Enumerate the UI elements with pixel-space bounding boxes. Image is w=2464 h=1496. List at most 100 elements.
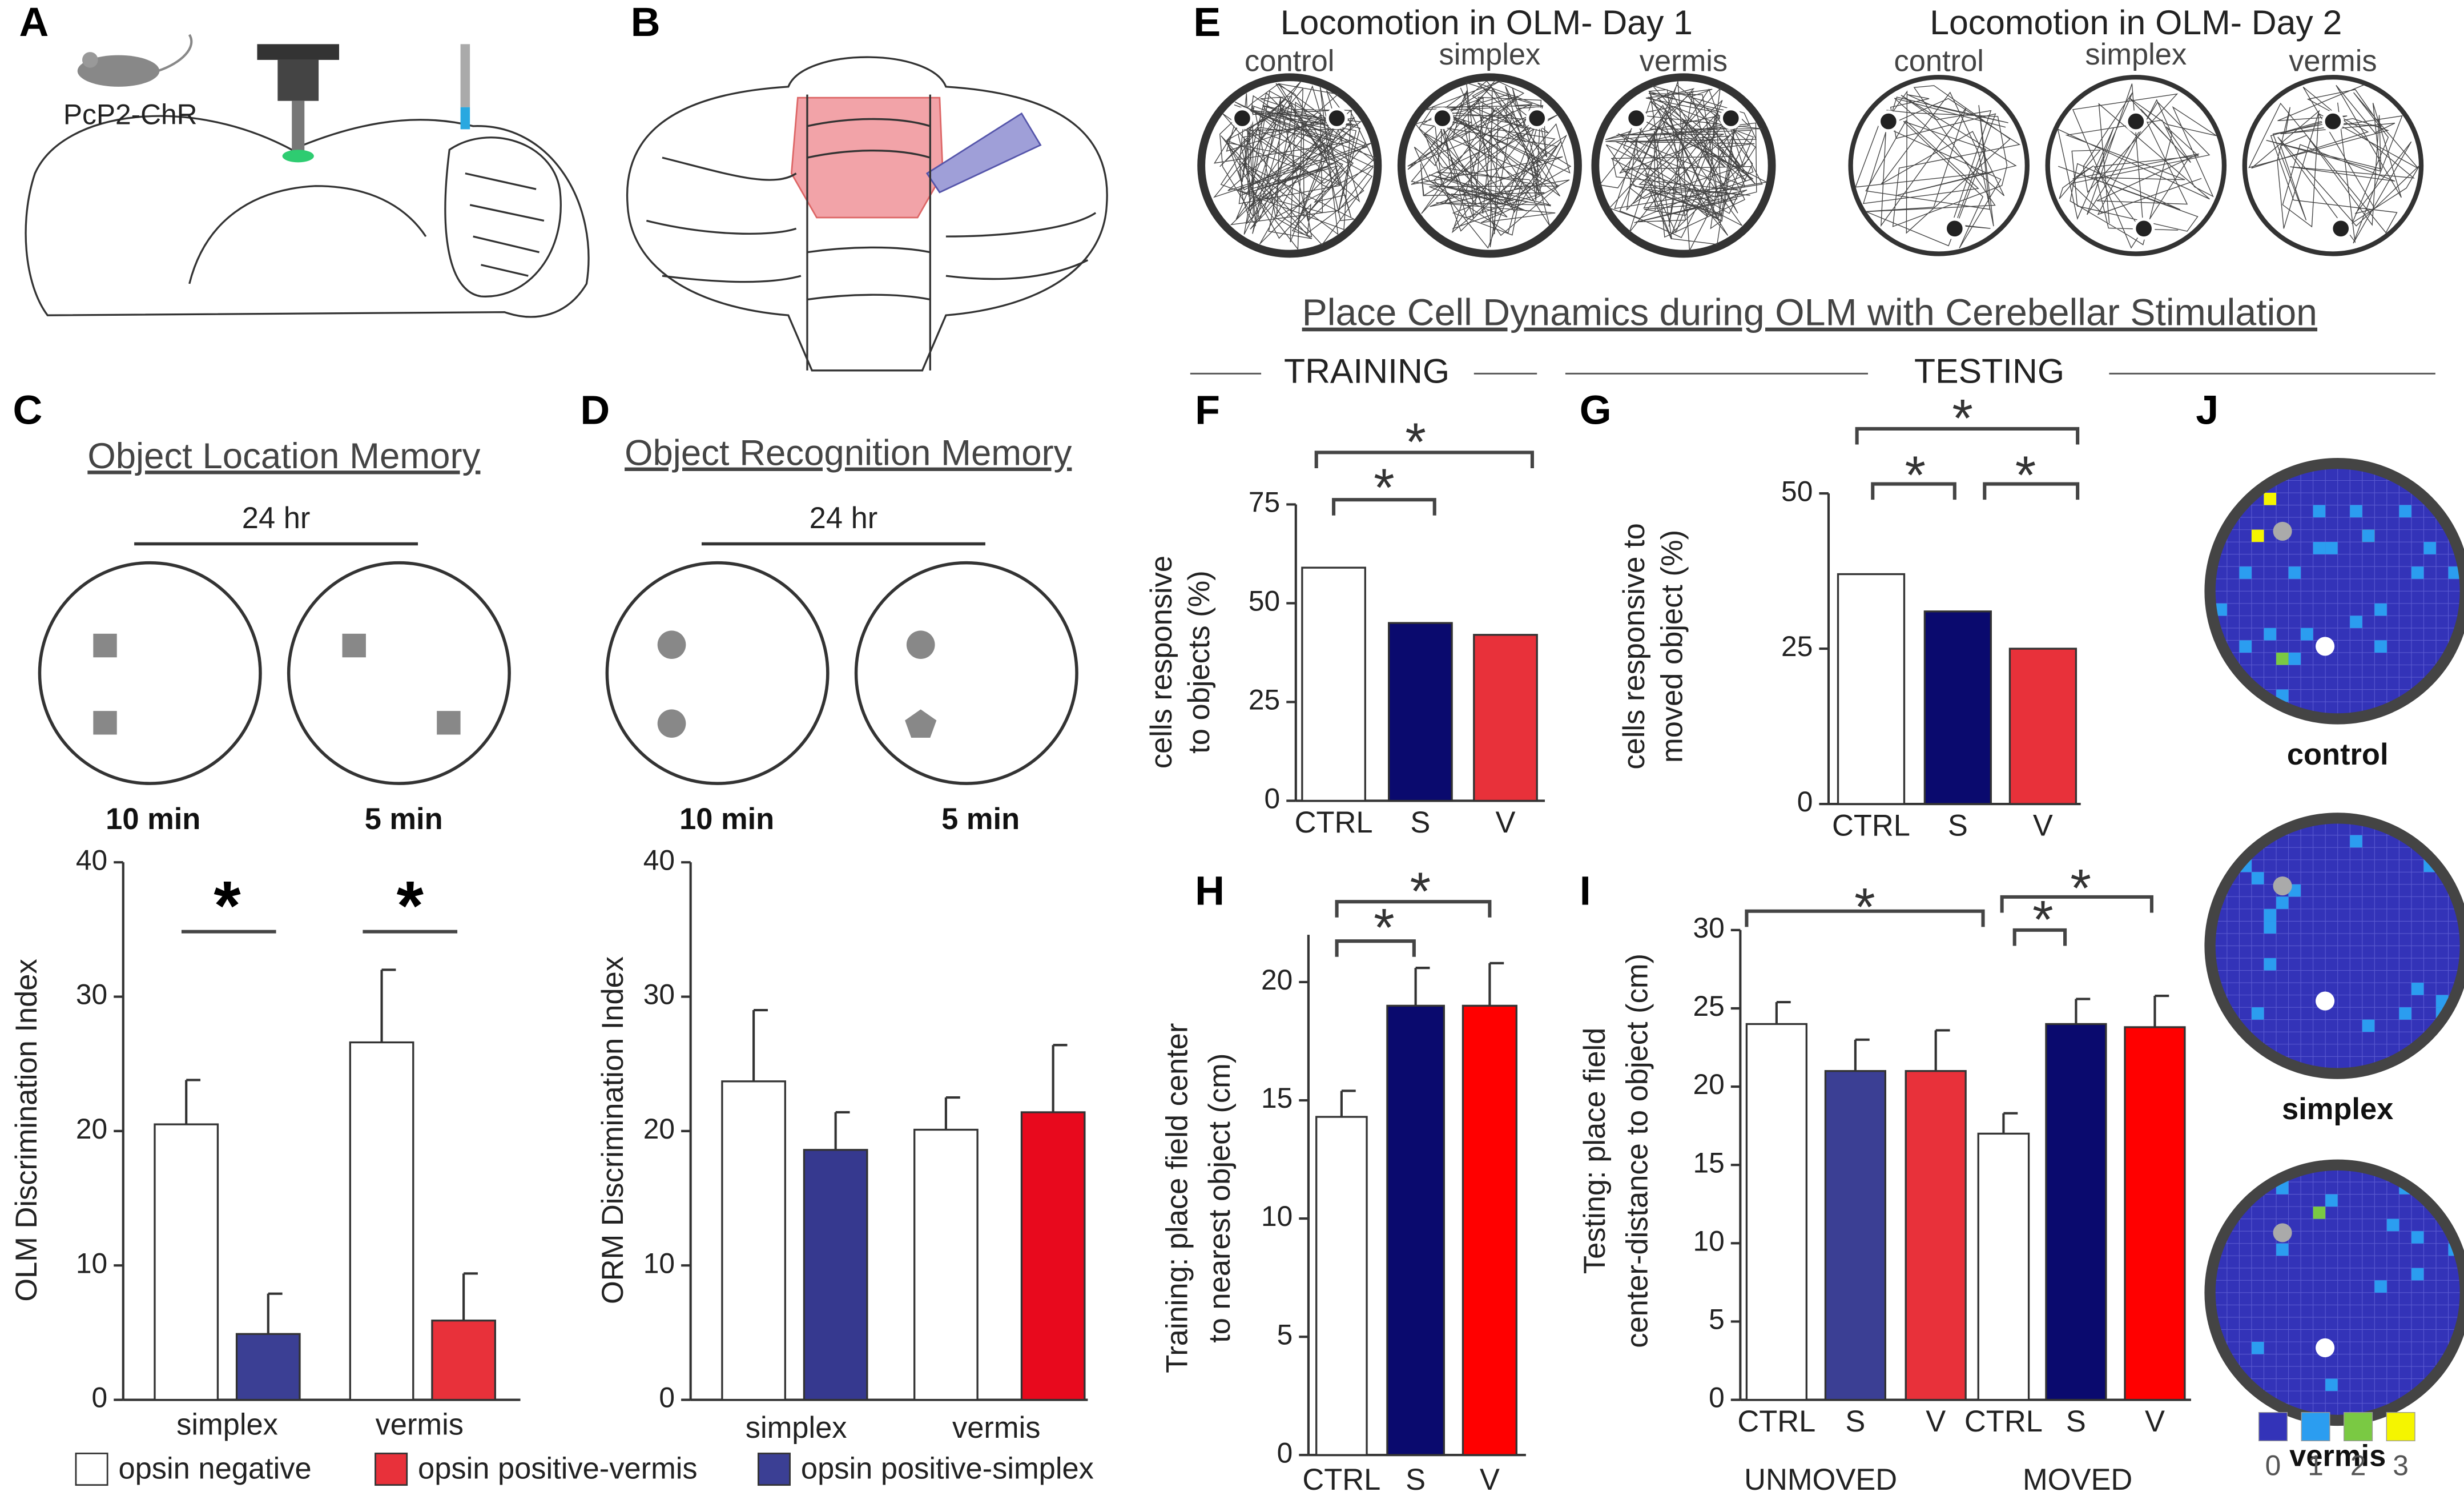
map-cell bbox=[2423, 1056, 2436, 1069]
time: 5 min bbox=[365, 803, 443, 836]
y-tick-label: 50 bbox=[1249, 585, 1280, 617]
object bbox=[2316, 637, 2335, 656]
bar bbox=[431, 1320, 496, 1401]
object bbox=[1525, 107, 1548, 130]
delay: 24 hr bbox=[242, 502, 311, 535]
significance-mark: * bbox=[2070, 858, 2091, 918]
map-cell bbox=[2325, 542, 2338, 554]
map-cell bbox=[2251, 1341, 2264, 1354]
y-tick-label: 20 bbox=[76, 1113, 107, 1145]
map-cell bbox=[2435, 493, 2449, 505]
bar-chart: 0 5 10 15 20 Training: place field center to n… bbox=[1161, 861, 1526, 1496]
y-axis-label: OLM Discrimination Index bbox=[10, 959, 43, 1301]
bar bbox=[235, 1333, 301, 1401]
object bbox=[1231, 107, 1254, 130]
map-cell bbox=[2264, 908, 2277, 922]
significance-bracket bbox=[1335, 900, 1492, 918]
y-tick-label: 40 bbox=[76, 844, 107, 876]
object bbox=[2316, 991, 2335, 1011]
map-cell bbox=[2411, 566, 2424, 579]
section-title: Place Cell Dynamics during OLM with Cere… bbox=[1302, 292, 2317, 334]
y-axis-label: to nearest object (cm) bbox=[1203, 1053, 1237, 1343]
panel-title: Object Recognition Memory bbox=[625, 433, 1072, 473]
scale-swatch bbox=[2301, 1411, 2330, 1442]
x-tick-label: V bbox=[2033, 809, 2053, 842]
x-tick-label: CTRL bbox=[1964, 1405, 2043, 1438]
x-tick-label: vermis bbox=[952, 1411, 1040, 1445]
x-tick-label: S bbox=[1406, 1463, 1426, 1496]
map-cell bbox=[2411, 1268, 2424, 1281]
trajectory bbox=[1407, 79, 1572, 249]
significance-mark: * bbox=[1854, 877, 1875, 937]
bar bbox=[2124, 1026, 2186, 1401]
bar bbox=[2008, 648, 2078, 805]
delay: 24 hr bbox=[810, 502, 878, 535]
map-rim bbox=[2204, 813, 2464, 1079]
map-cell bbox=[2362, 1019, 2375, 1032]
significance-bracket bbox=[1745, 909, 1985, 927]
map-cell bbox=[2251, 1007, 2264, 1020]
y-axis-label: cells responsive to bbox=[1618, 523, 1651, 769]
significance-mark: * bbox=[1905, 445, 1926, 505]
map-cell bbox=[2288, 652, 2301, 665]
y-tick-label: 75 bbox=[1249, 486, 1280, 518]
map-cell bbox=[2411, 1231, 2424, 1244]
map-cell bbox=[2448, 566, 2461, 579]
arena-rim bbox=[1397, 73, 1582, 258]
y-tick-label: 25 bbox=[1249, 684, 1280, 716]
object bbox=[1720, 107, 1742, 130]
x-tick-label: S bbox=[1948, 809, 1968, 842]
legend-label: opsin negative bbox=[118, 1453, 311, 1486]
map-cell bbox=[2288, 566, 2301, 579]
y-tick-label: 30 bbox=[76, 979, 107, 1011]
place-map bbox=[2215, 468, 2461, 714]
map-cell bbox=[2399, 505, 2411, 518]
significance-bracket bbox=[1983, 482, 2080, 500]
map-cell bbox=[2264, 493, 2277, 505]
x-tick-label: CTRL bbox=[1737, 1405, 1815, 1438]
map-cell bbox=[2362, 529, 2375, 542]
group-label: UNMOVED bbox=[1744, 1463, 1897, 1496]
x-tick-label: simplex bbox=[176, 1408, 278, 1441]
bar bbox=[1462, 1004, 1517, 1456]
y-tick-label: 0 bbox=[1277, 1437, 1293, 1469]
y-axis-label: cells responsive bbox=[1145, 556, 1178, 769]
bar-chart: 0 10 20 30 40 ORM Discrimination Index simplex… bbox=[597, 844, 1088, 1445]
arena-rim bbox=[1197, 73, 1382, 258]
bar bbox=[1301, 566, 1366, 802]
map-cell bbox=[2215, 702, 2227, 714]
x-tick-label: vermis bbox=[376, 1408, 464, 1441]
map-rim bbox=[2204, 458, 2464, 725]
x-tick-label: S bbox=[2066, 1405, 2086, 1438]
arena-rim bbox=[2242, 75, 2424, 256]
brain-sagittal bbox=[25, 34, 590, 318]
significance-mark: * bbox=[397, 867, 424, 944]
panel-label: G bbox=[1580, 387, 1612, 433]
object bbox=[2273, 521, 2292, 541]
y-tick-label: 0 bbox=[1709, 1382, 1725, 1414]
y-tick-label: 20 bbox=[1261, 964, 1293, 996]
y-tick-label: 15 bbox=[1693, 1147, 1724, 1179]
object bbox=[2329, 217, 2352, 240]
significance-mark: * bbox=[1405, 412, 1426, 472]
bar bbox=[1388, 622, 1453, 802]
y-tick-label: 25 bbox=[1693, 990, 1724, 1022]
significance-bracket bbox=[1855, 427, 2080, 445]
bar-chart: 0 10 20 30 40 OLM Discrimination Index simplex… bbox=[10, 844, 1094, 1486]
map-cell bbox=[2251, 872, 2264, 884]
map-cell bbox=[2264, 921, 2277, 934]
arena-diagrams bbox=[38, 542, 1078, 785]
time: 10 min bbox=[679, 803, 774, 836]
scale-label: 2 bbox=[2350, 1449, 2366, 1481]
x-tick-label: simplex bbox=[746, 1411, 847, 1445]
fiber-holder bbox=[277, 59, 319, 101]
panel-label: C bbox=[13, 387, 43, 433]
laser-fiber bbox=[460, 44, 470, 107]
significance-mark: * bbox=[1374, 457, 1395, 517]
laser-light bbox=[460, 107, 470, 130]
y-axis-label: to objects (%) bbox=[1183, 570, 1216, 754]
bar bbox=[349, 1041, 414, 1401]
map-cell bbox=[2411, 983, 2424, 995]
